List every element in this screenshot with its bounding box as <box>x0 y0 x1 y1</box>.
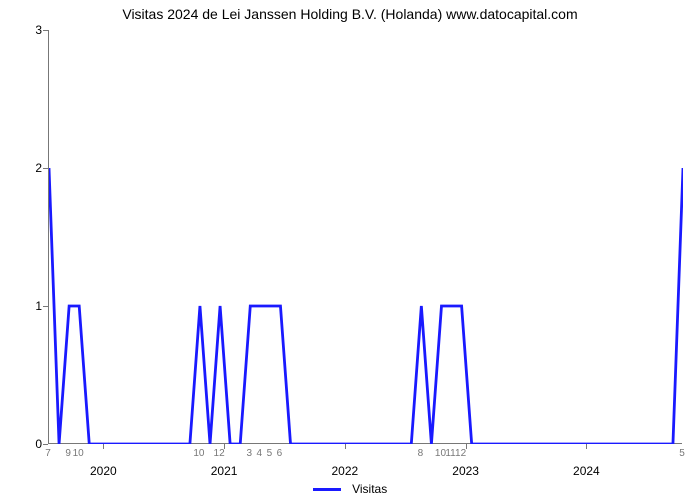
visitas-line <box>49 168 683 444</box>
chart-title: Visitas 2024 de Lei Janssen Holding B.V.… <box>0 6 700 22</box>
x-point-label: 3 <box>246 448 252 459</box>
x-year-tick <box>586 444 587 449</box>
x-year-label: 2024 <box>573 464 600 478</box>
plot-area <box>48 30 682 444</box>
x-point-label: 7 <box>45 448 51 459</box>
x-year-tick <box>345 444 346 449</box>
line-chart-svg <box>49 30 683 444</box>
x-year-label: 2020 <box>90 464 117 478</box>
y-tick-mark <box>43 444 48 445</box>
legend-label: Visitas <box>352 482 387 496</box>
x-year-label: 2022 <box>332 464 359 478</box>
x-point-label: 5 <box>267 448 273 459</box>
legend-swatch <box>313 488 341 491</box>
legend: Visitas <box>0 482 700 496</box>
y-tick-label: 0 <box>12 437 42 451</box>
x-point-label: 10 <box>73 448 84 459</box>
x-point-label: 10 <box>193 448 204 459</box>
x-point-label: 6 <box>277 448 283 459</box>
x-point-label: 5 <box>679 448 685 459</box>
x-point-label: 9 <box>65 448 71 459</box>
y-tick-label: 2 <box>12 161 42 175</box>
y-tick-label: 1 <box>12 299 42 313</box>
x-point-label: 12 <box>455 448 466 459</box>
y-tick-label: 3 <box>12 23 42 37</box>
x-point-label: 4 <box>257 448 263 459</box>
x-year-label: 2021 <box>211 464 238 478</box>
x-point-label: 8 <box>418 448 424 459</box>
x-year-tick <box>103 444 104 449</box>
x-year-label: 2023 <box>452 464 479 478</box>
x-point-label: 12 <box>214 448 225 459</box>
